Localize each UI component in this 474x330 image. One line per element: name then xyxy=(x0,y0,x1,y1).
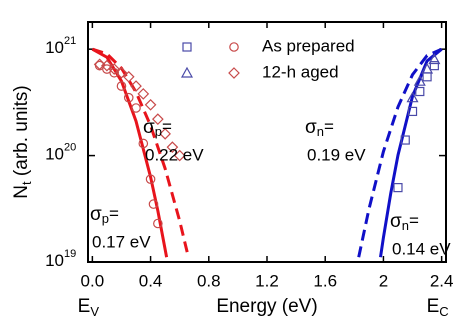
x-tick-label: 0.4 xyxy=(139,271,163,290)
marker xyxy=(182,42,192,52)
sigma-sub: p xyxy=(155,124,162,139)
band-edge-label: EV xyxy=(78,296,100,319)
marker xyxy=(166,141,179,154)
x-tick-label: 0.8 xyxy=(197,271,221,290)
marker xyxy=(145,174,156,184)
sigma-sub: n xyxy=(402,218,409,233)
sigma-sub: p xyxy=(102,211,109,226)
annotation-value: 0.17 eV xyxy=(92,232,151,251)
y-label-rest: (arb. units) xyxy=(11,85,32,181)
annotation-value: 0.22 eV xyxy=(145,145,204,164)
sigma: σ xyxy=(143,117,155,138)
y-tick-label: 10 xyxy=(45,251,64,270)
marker xyxy=(116,81,127,91)
marker xyxy=(413,74,426,86)
x-tick-label: 0.0 xyxy=(81,271,105,290)
marker xyxy=(108,63,121,75)
marker xyxy=(407,106,418,117)
marker xyxy=(131,103,141,113)
marker xyxy=(228,67,240,79)
marker xyxy=(137,88,150,100)
annotation-symbol: σn= xyxy=(305,117,334,139)
y-tick-base: 10 xyxy=(45,39,64,58)
marker xyxy=(93,58,106,71)
y-tick-exponent: 21 xyxy=(64,35,76,47)
marker xyxy=(400,135,410,145)
fit-curve xyxy=(357,47,443,258)
y-tick-label: 10 xyxy=(45,145,64,164)
y-tick-base: 10 xyxy=(45,251,64,270)
sigma-sub: n xyxy=(317,124,324,139)
y-label-main: N xyxy=(11,185,32,199)
band-edge-sub: C xyxy=(439,304,448,319)
equals: = xyxy=(324,117,334,136)
marker xyxy=(229,42,239,52)
marker xyxy=(138,138,149,149)
annotation-symbol: σp= xyxy=(143,117,172,139)
fit-curve xyxy=(91,47,169,258)
marker xyxy=(422,72,432,82)
marker xyxy=(122,70,135,83)
legend-label: As prepared xyxy=(262,36,355,55)
equals: = xyxy=(109,204,119,223)
band-edge-sub: V xyxy=(90,304,99,319)
y-tick-exponent: 20 xyxy=(64,141,76,153)
marker xyxy=(153,218,163,229)
sigma: σ xyxy=(90,204,102,225)
annotation-value: 0.14 eV xyxy=(392,239,451,258)
x-tick-label: 2 xyxy=(379,271,388,290)
y-label-sub: t xyxy=(19,181,34,185)
y-axis-label: Nt (arb. units) xyxy=(11,85,34,198)
equals: = xyxy=(162,117,172,136)
marker xyxy=(148,199,159,209)
annotation-symbol: σp= xyxy=(90,204,119,226)
band-edge-main: E xyxy=(427,296,440,317)
equals: = xyxy=(409,211,419,230)
x-tick-label: 1.6 xyxy=(313,271,337,290)
marker xyxy=(152,113,164,125)
annotation-symbol: σn= xyxy=(390,211,419,233)
marker xyxy=(180,66,194,78)
marker xyxy=(429,61,439,71)
legend-label: 12-h aged xyxy=(262,62,339,81)
x-tick-label: 1.2 xyxy=(255,271,279,290)
marker xyxy=(421,62,434,74)
fit-curve xyxy=(379,48,443,258)
marker xyxy=(415,86,425,97)
marker xyxy=(102,64,112,74)
marker xyxy=(144,98,157,111)
band-edge-label: EC xyxy=(427,296,449,319)
y-tick-label: 10 xyxy=(45,39,64,58)
marker xyxy=(173,149,186,162)
y-tick-exponent: 19 xyxy=(64,248,76,260)
x-axis-label: Energy (eV) xyxy=(216,296,317,317)
y-tick-base: 10 xyxy=(45,145,64,164)
marker xyxy=(159,128,171,140)
marker xyxy=(406,91,419,103)
sigma: σ xyxy=(390,211,402,232)
sigma: σ xyxy=(305,117,317,138)
marker xyxy=(393,183,403,193)
marker xyxy=(123,92,134,103)
marker xyxy=(130,80,142,92)
fit-curve xyxy=(91,47,190,258)
marker xyxy=(101,59,113,72)
marker xyxy=(115,66,128,79)
x-tick-label: 2.4 xyxy=(430,271,454,290)
annotation-value: 0.19 eV xyxy=(307,145,366,164)
marker xyxy=(428,53,441,65)
marker xyxy=(109,67,119,78)
band-edge-main: E xyxy=(78,296,91,317)
